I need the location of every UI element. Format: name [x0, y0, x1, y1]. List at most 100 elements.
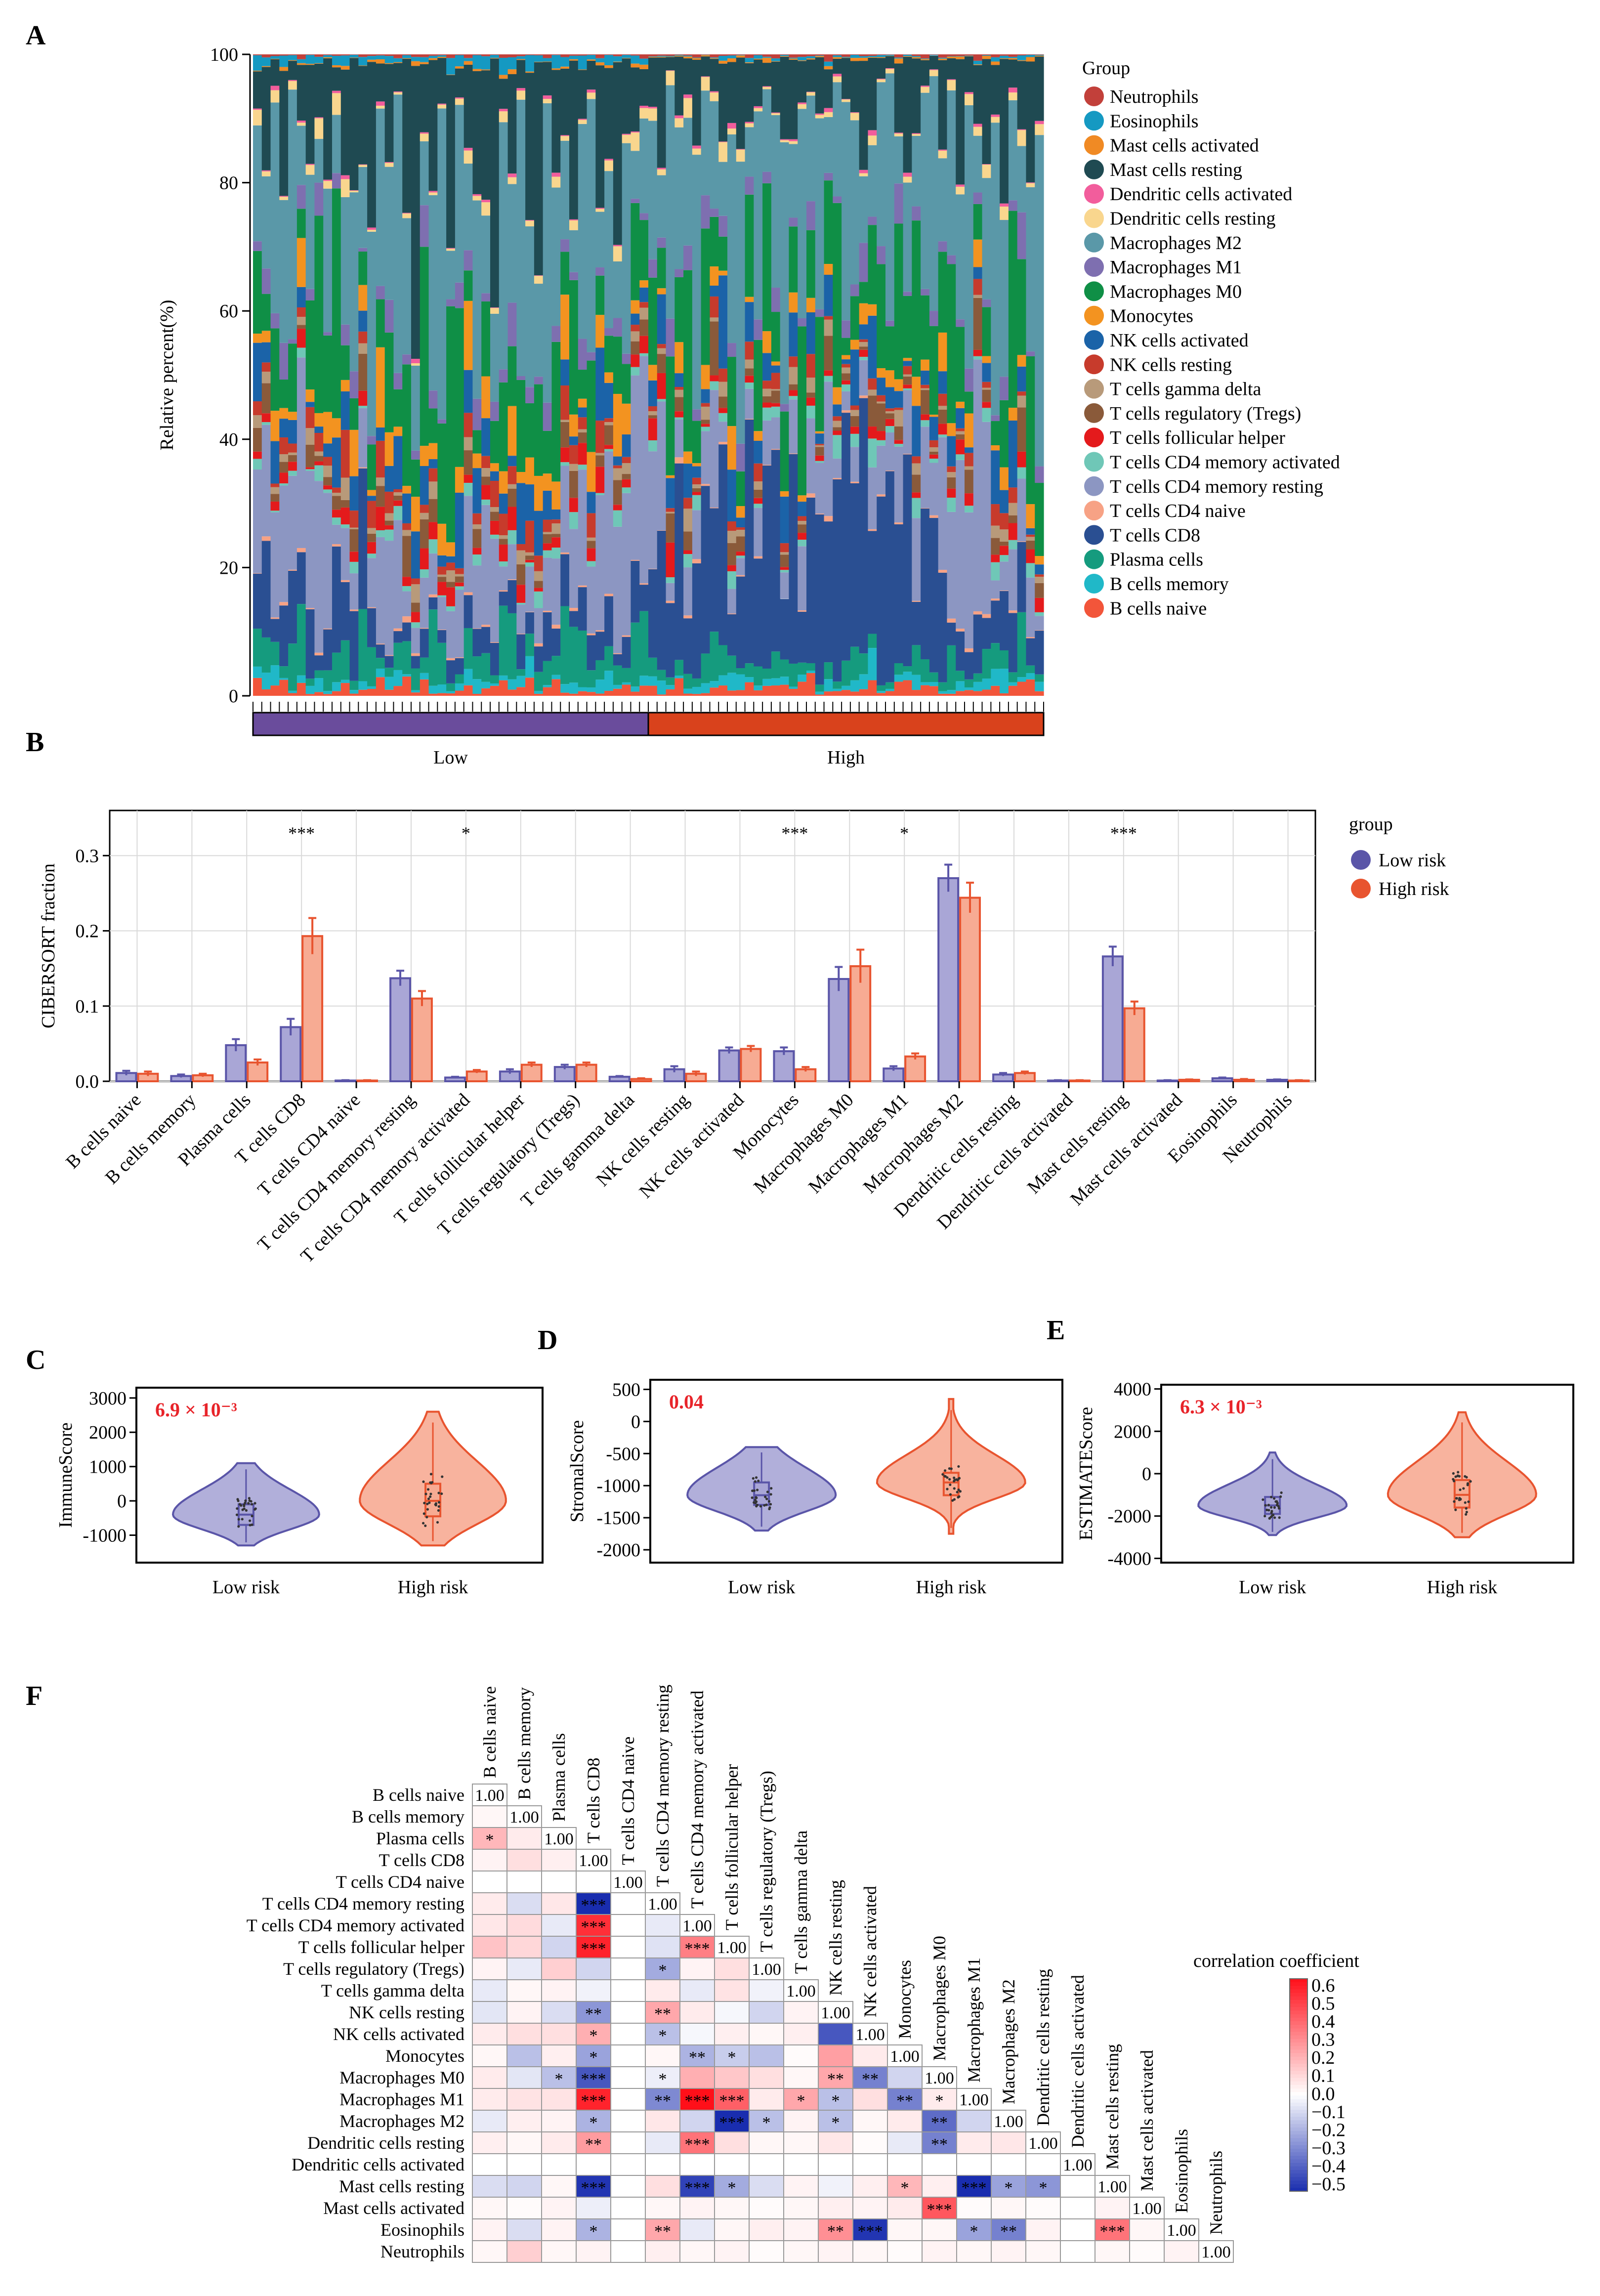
a-bar-segment — [1026, 182, 1035, 183]
a-bar-segment — [938, 682, 948, 691]
a-bar-segment — [323, 54, 333, 55]
f-colorbar-step — [1290, 2102, 1307, 2107]
a-bar-segment — [472, 453, 482, 468]
a-bar-segment — [525, 403, 535, 458]
a-bar-segment — [543, 402, 552, 431]
a-bar-segment — [771, 390, 781, 403]
a-bar-segment — [525, 457, 535, 485]
f-cell — [714, 2131, 750, 2154]
a-bar-segment — [349, 476, 359, 511]
a-bar-segment — [859, 342, 869, 347]
a-bar-segment — [446, 299, 456, 306]
a-bar-segment — [631, 691, 640, 696]
f-col-label: B cells naive — [480, 1686, 500, 1778]
a-bar-segment — [499, 471, 508, 494]
a-bar-segment — [798, 681, 807, 696]
a-bar-segment — [349, 54, 359, 58]
a-bar-segment — [683, 531, 693, 551]
a-bar-segment — [560, 552, 570, 554]
f-row-label: B cells memory — [352, 1807, 464, 1827]
a-bar-segment — [762, 396, 772, 403]
a-bar-segment — [622, 403, 632, 435]
a-bar-segment — [710, 59, 719, 91]
d-point — [752, 1477, 755, 1480]
a-bar-segment — [499, 109, 508, 112]
f-cell — [956, 2110, 992, 2132]
a-bar-segment — [534, 62, 544, 276]
a-bar-segment — [701, 195, 711, 229]
a-bar-segment — [270, 59, 280, 86]
a-bar-segment — [868, 54, 877, 56]
a-bar-segment — [446, 562, 456, 571]
f-cell — [506, 2240, 542, 2263]
a-bar-segment — [402, 586, 412, 592]
a-bar-segment — [745, 388, 754, 419]
a-bar-segment — [701, 228, 711, 365]
a-bar-segment — [455, 105, 464, 283]
a-bar-segment — [376, 427, 385, 441]
a-bar-segment — [639, 220, 649, 281]
a-bar-segment — [253, 573, 262, 574]
a-bar-segment — [455, 66, 464, 69]
a-bar-segment — [604, 65, 614, 68]
a-legend-label: T cells CD4 memory resting — [1110, 476, 1323, 497]
a-bar-segment — [253, 401, 262, 416]
a-bar-segment — [938, 149, 948, 151]
d-point — [757, 1480, 760, 1483]
a-bar-segment — [543, 430, 552, 474]
a-bar-segment — [842, 54, 851, 57]
a-bar-segment — [982, 59, 991, 165]
a-bar-segment — [551, 558, 561, 625]
a-bar-segment — [314, 139, 324, 183]
a-bar-segment — [587, 452, 596, 492]
a-bar-segment — [789, 367, 798, 384]
a-bar-segment — [631, 622, 640, 687]
f-diagonal-cell — [749, 1957, 784, 1980]
a-bar-segment — [912, 58, 921, 133]
a-bar-segment — [903, 374, 912, 377]
a-bar-segment — [666, 577, 675, 583]
a-bar-segment — [481, 202, 491, 216]
a-bar-segment — [868, 467, 877, 529]
a-bar-segment — [780, 684, 790, 696]
f-diagonal-cell — [472, 1784, 507, 1806]
a-bar-segment — [411, 668, 421, 690]
a-bar-segment — [543, 54, 552, 58]
f-colorbar-step — [1290, 2152, 1307, 2157]
a-bar-segment — [718, 413, 728, 422]
a-bar-segment — [674, 373, 684, 387]
f-cell — [749, 2066, 784, 2089]
a-bar-segment — [718, 60, 728, 64]
a-bar-segment — [824, 376, 833, 382]
a-bar-segment — [261, 422, 271, 425]
a-bar-segment — [850, 61, 860, 113]
a-bar-segment — [780, 55, 790, 56]
a-bar-segment — [437, 582, 447, 595]
a-bar-segment — [499, 590, 508, 592]
a-bar-segment — [384, 163, 394, 167]
f-cell — [714, 2001, 750, 2024]
b-bar-high — [575, 1063, 597, 1083]
a-bar-segment — [648, 380, 658, 407]
a-bar-segment — [1026, 187, 1035, 352]
a-bar-segment — [323, 485, 333, 490]
a-bar-segment — [525, 220, 535, 227]
e-point — [1453, 1500, 1456, 1503]
a-bar-segment — [850, 447, 860, 482]
a-bar-segment — [402, 591, 412, 617]
a-bar-segment — [938, 332, 948, 372]
a-bar-segment — [736, 536, 746, 552]
a-bar-segment — [622, 463, 632, 474]
a-bar-segment — [727, 55, 737, 59]
f-row-label: Macrophages M0 — [339, 2068, 464, 2087]
a-bar-segment — [340, 66, 350, 70]
a-bar-segment — [868, 378, 877, 390]
a-bar-segment — [973, 64, 983, 65]
a-legend-marker — [1084, 549, 1104, 569]
a-bar-segment — [253, 342, 262, 402]
a-bar-segment — [745, 677, 754, 682]
a-bar-segment — [771, 61, 781, 113]
f-row-label: T cells CD4 memory activated — [247, 1915, 464, 1935]
a-bar-segment — [420, 569, 429, 578]
a-bar-segment — [340, 54, 350, 56]
